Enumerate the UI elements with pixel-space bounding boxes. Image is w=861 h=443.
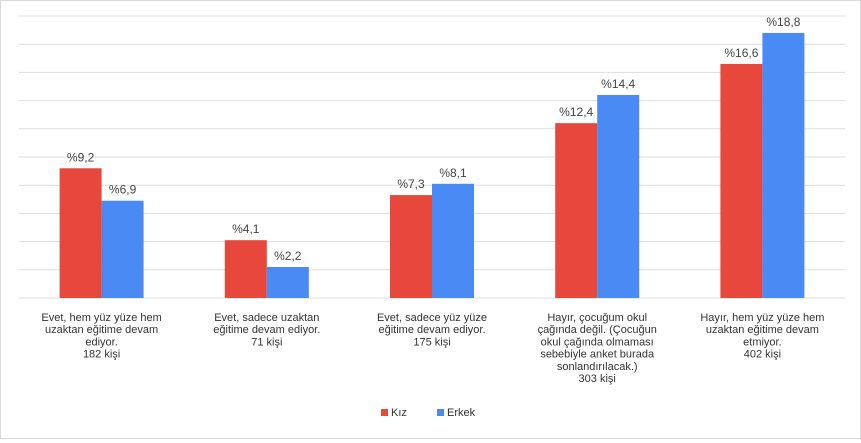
category-label-line: Evet, sadece uzaktan (214, 312, 319, 324)
data-label: %2,2 (274, 249, 302, 263)
data-label: %6,9 (109, 183, 137, 197)
category-label-line: eğitime devam ediyor. (379, 324, 486, 336)
category-label-line: uzaktan eğitime devam (45, 324, 158, 336)
legend-item-label: Kız (391, 407, 407, 419)
category-label-line: Evet, hem yüz yüze hem (41, 312, 161, 324)
bar-erkek-3 (432, 183, 474, 298)
data-label: %12,4 (559, 105, 593, 119)
bar-erkek-5 (762, 32, 805, 299)
category-label-line: sonlandırılacak.) (557, 361, 638, 373)
category-label-line: Hayır, çocuğum okul (547, 312, 647, 324)
data-label: %16,6 (724, 46, 758, 60)
category-label-line: 71 kişi (251, 336, 282, 348)
category-label-line: uzaktan eğitime devam (706, 324, 819, 336)
bar-erkek-4 (597, 94, 640, 299)
data-label: %7,3 (397, 177, 425, 191)
data-label: %9,2 (67, 150, 95, 164)
category-label-line: çağında değil. (Çocuğun (538, 324, 657, 336)
category-label-line: sebebiyle anket burada (540, 349, 655, 361)
data-label: %4,1 (232, 222, 260, 236)
category-label-line: eğitime devam ediyor. (213, 324, 320, 336)
legend-item-label: Erkek (447, 407, 476, 419)
data-label: %8,1 (439, 166, 467, 180)
bar-kız-2 (224, 240, 267, 298)
category-label-line: Hayır, hem yüz yüze hem (700, 312, 824, 324)
bar-erkek-1 (101, 200, 144, 298)
category-label-line: 402 kişi (744, 349, 781, 361)
bar-kız-3 (390, 195, 432, 298)
data-label: %18,8 (766, 15, 800, 29)
category-label-line: okul çağında olmaması (541, 336, 654, 348)
legend-swatch (437, 409, 444, 416)
legend-swatch (381, 409, 388, 416)
category-label-line: 303 kişi (579, 373, 616, 385)
bar-kız-1 (59, 168, 102, 298)
category-label-line: ediyor. (85, 336, 117, 348)
category-label-line: etmiyor. (743, 336, 782, 348)
bar-kız-4 (555, 123, 598, 298)
category-label-line: 182 kişi (83, 349, 120, 361)
bar-erkek-2 (266, 266, 309, 298)
data-label: %14,4 (601, 77, 635, 91)
category-label-line: 175 kişi (413, 336, 450, 348)
category-label-line: Evet, sadece yüz yüze (377, 312, 487, 324)
bar-kız-5 (720, 63, 763, 298)
